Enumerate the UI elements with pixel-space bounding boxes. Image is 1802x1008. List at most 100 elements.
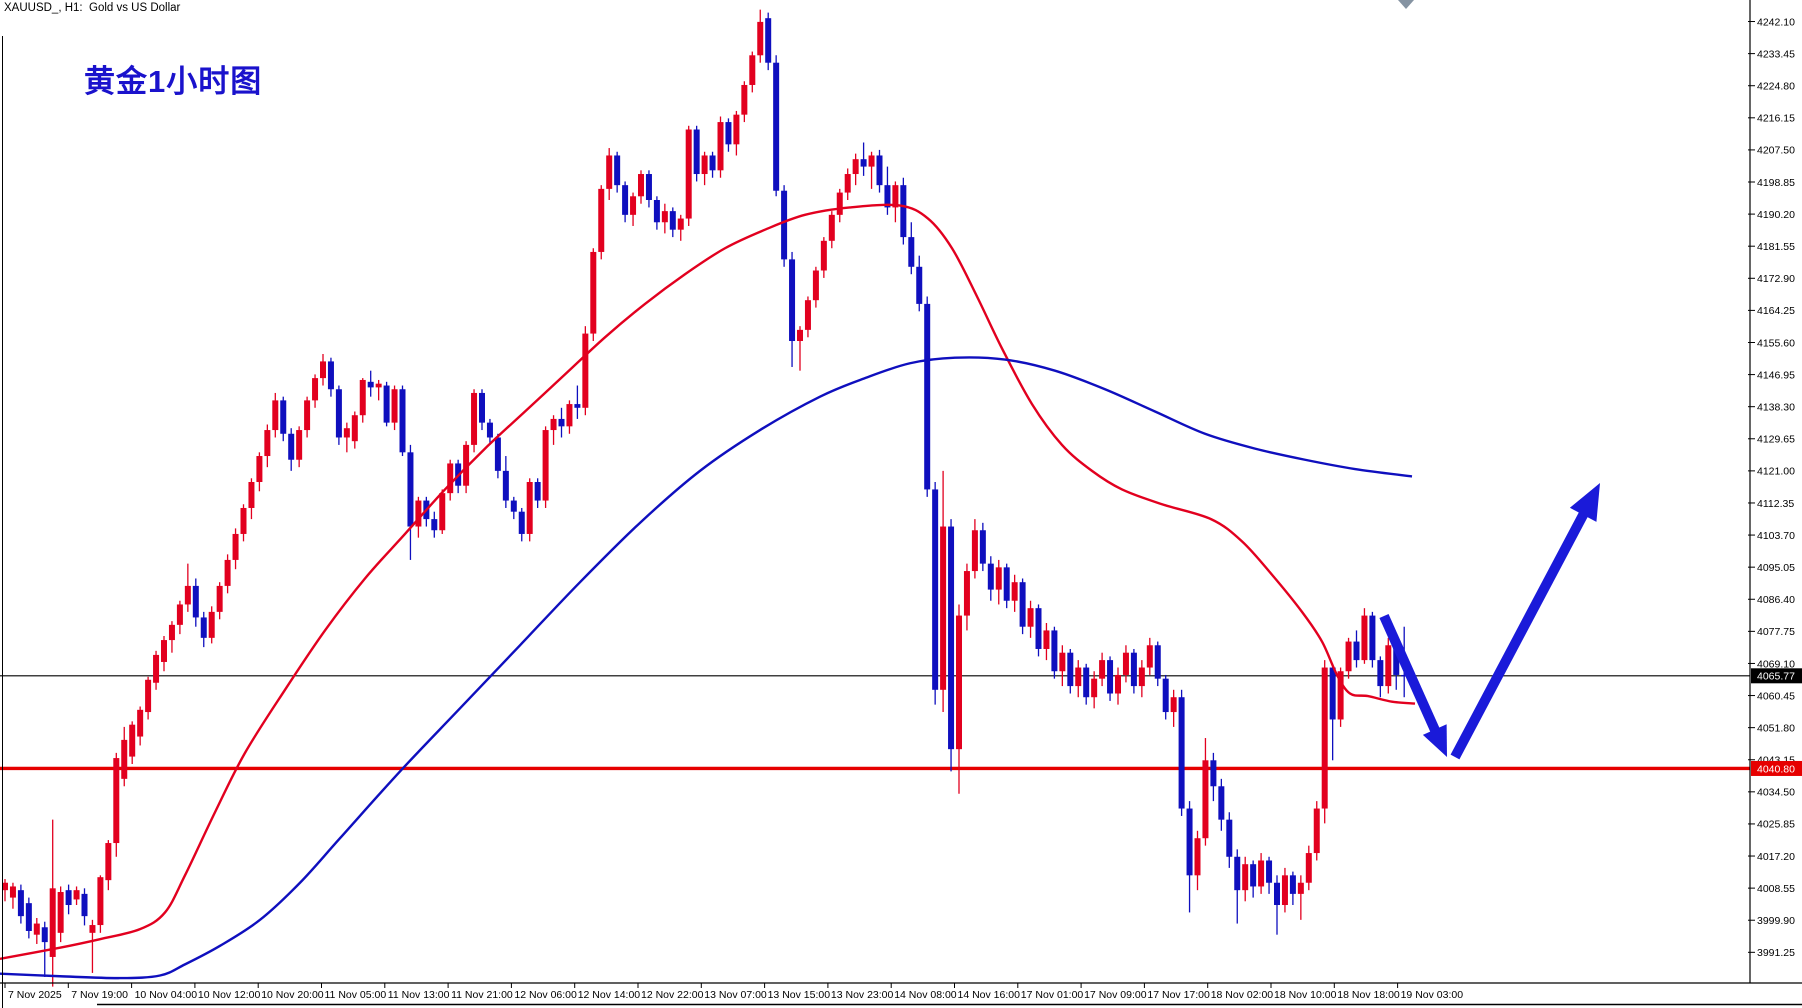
candlestick: [932, 489, 939, 690]
ma-fast-red-line: [0, 203, 1416, 960]
candlestick: [876, 155, 883, 186]
candlestick: [1258, 860, 1265, 887]
time-axis-label: 11 Nov 05:00: [325, 989, 387, 1001]
candlestick: [1146, 645, 1153, 668]
time-axis-label: 13 Nov 07:00: [704, 989, 767, 1001]
price-axis-label: 4060.45: [1757, 690, 1795, 702]
time-axis-label: 18 Nov 18:00: [1337, 989, 1400, 1001]
candlestick: [494, 437, 501, 471]
time-axis-label: 10 Nov 20:00: [261, 989, 324, 1001]
candlestick: [1385, 645, 1392, 687]
candlestick: [948, 526, 955, 750]
time-axis-label: 14 Nov 16:00: [958, 989, 1021, 1001]
candlestick: [256, 456, 263, 483]
candlestick: [1178, 697, 1185, 809]
candlestick: [1345, 641, 1352, 672]
candlestick: [900, 185, 907, 238]
candlestick: [1067, 652, 1074, 687]
candlestick: [1234, 856, 1241, 891]
candlestick: [614, 155, 621, 186]
candlestick: [232, 533, 239, 560]
price-axis-label: 4233.45: [1757, 48, 1795, 60]
candlestick: [97, 877, 104, 926]
time-axis-label: 17 Nov 09:00: [1084, 989, 1147, 1001]
time-axis-label: 17 Nov 01:00: [1021, 989, 1084, 1001]
candlestick: [1401, 674, 1408, 677]
candlestick: [510, 500, 517, 512]
candlestick: [1115, 674, 1121, 694]
candlestick: [717, 122, 724, 171]
candlestick: [725, 122, 732, 145]
candlestick: [1321, 667, 1328, 809]
down-arrow[interactable]: [1379, 613, 1441, 736]
candlestick: [145, 679, 152, 713]
time-axis-label: 12 Nov 22:00: [641, 989, 704, 1001]
candlestick: [884, 185, 891, 208]
candlestick: [1107, 660, 1114, 694]
candlestick: [264, 430, 271, 457]
candlestick: [129, 724, 136, 757]
candlestick: [916, 266, 923, 304]
candlestick: [1337, 671, 1344, 720]
candlestick: [1051, 630, 1058, 672]
candlestick: [1122, 652, 1129, 675]
candlestick: [1083, 667, 1090, 698]
candlestick: [1154, 645, 1161, 679]
time-axis-label: 10 Nov 12:00: [198, 989, 261, 1001]
candlestick: [407, 452, 414, 527]
time-axis-label: 19 Nov 03:00: [1401, 989, 1464, 1001]
candlestick: [1274, 882, 1280, 906]
candlestick: [1027, 608, 1034, 627]
price-axis-label: 4086.40: [1757, 594, 1795, 606]
price-axis-label: 3999.90: [1757, 915, 1795, 927]
price-axis-label: 4224.80: [1757, 81, 1795, 93]
price-axis-label: 4172.90: [1757, 273, 1795, 285]
candlestick: [479, 392, 485, 423]
candlestick: [1289, 875, 1296, 894]
candlestick: [105, 843, 112, 881]
down-arrow-head-icon: [1422, 724, 1447, 757]
candlestick: [216, 585, 223, 612]
price-axis-label: 4121.00: [1757, 466, 1795, 478]
candlestick: [17, 890, 24, 917]
candlestick: [1202, 760, 1209, 839]
candlestick: [121, 739, 128, 779]
candlestick: [558, 418, 565, 427]
candlestick: [789, 259, 796, 342]
candlestick: [304, 400, 311, 431]
candlestick: [1138, 667, 1145, 687]
candlestick: [995, 567, 1002, 590]
price-axis-label: 4155.60: [1757, 337, 1795, 349]
price-axis-label: 4216.15: [1757, 113, 1795, 125]
candlestick: [81, 893, 88, 917]
candlestick: [749, 55, 756, 85]
candlestick: [447, 463, 454, 494]
candlestick: [431, 519, 438, 531]
candlestick: [1353, 641, 1360, 661]
price-axis-label: 4242.10: [1757, 16, 1795, 28]
candlestick: [312, 378, 319, 401]
candlestick: [828, 214, 835, 241]
candlestick: [1226, 819, 1233, 857]
candlestick: [987, 563, 994, 590]
time-axis-label: 7 Nov 19:00: [71, 989, 128, 1001]
candlestick: [383, 385, 390, 423]
candlestick: [836, 192, 843, 215]
candlestick: [1242, 864, 1249, 891]
candlestick: [645, 174, 652, 200]
candlestick: [908, 237, 915, 267]
candlestick: [534, 482, 541, 501]
candlestick: [661, 211, 668, 223]
candlestick: [137, 709, 144, 737]
candlestick: [566, 404, 573, 427]
time-axis-label: 17 Nov 17:00: [1147, 989, 1210, 1001]
scroll-cursor-icon: [1398, 0, 1414, 9]
candlestick: [176, 604, 183, 625]
price-axis-label: 4146.95: [1757, 369, 1795, 381]
candlestick: [844, 174, 851, 193]
candlestick: [367, 381, 374, 388]
up-arrow[interactable]: [1450, 508, 1590, 760]
candlestick: [669, 211, 676, 230]
